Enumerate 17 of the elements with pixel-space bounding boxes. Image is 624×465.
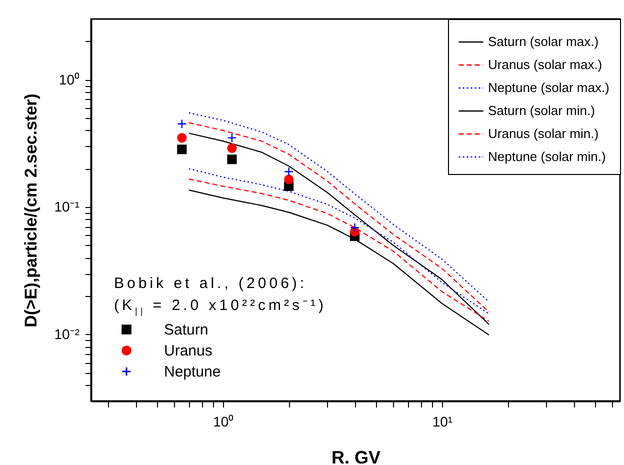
legend-label: Uranus (solar min.) bbox=[488, 126, 599, 141]
legend-label: Saturn (solar min.) bbox=[488, 103, 595, 118]
y-axis-title: D(>E),particle/(cm 2.sec.ster) bbox=[21, 94, 40, 328]
legend-label: Neptune (solar min.) bbox=[488, 149, 606, 164]
legend-label: Uranus bbox=[164, 342, 212, 360]
legend-label: Saturn bbox=[164, 322, 208, 338]
annotation: (K$_{||}$ = 2.0 x10²²cm²s⁻¹) bbox=[114, 296, 326, 318]
y-tick-label: 10⁻² bbox=[54, 326, 80, 342]
legend-label: Saturn (solar max.) bbox=[488, 34, 599, 49]
y-tick-label: 10⁰ bbox=[58, 71, 80, 88]
y-tick-label: 10⁻¹ bbox=[54, 198, 80, 215]
legend-label: Neptune bbox=[164, 364, 221, 380]
annotation: Bobik et al., (2006): bbox=[114, 274, 308, 294]
x-axis-title: R. GV bbox=[331, 448, 381, 465]
x-tick-label: 10¹ bbox=[432, 414, 453, 430]
legend-label: Uranus (solar max.) bbox=[488, 57, 602, 72]
legend-label: Neptune (solar max.) bbox=[488, 80, 610, 95]
